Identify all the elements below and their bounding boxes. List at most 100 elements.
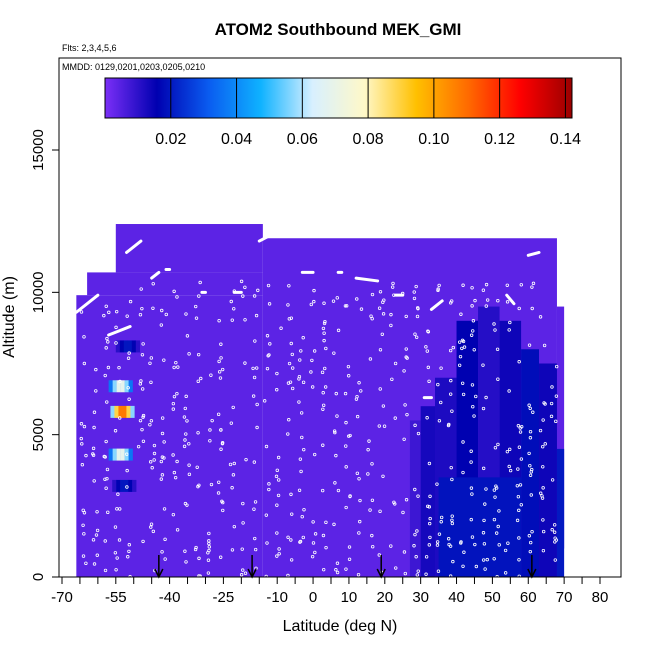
sample-marker xyxy=(496,442,500,447)
sample-marker xyxy=(141,539,145,544)
colorbar-bar xyxy=(104,77,573,119)
sample-marker xyxy=(367,439,371,443)
sample-marker xyxy=(106,340,110,344)
high-value-cell xyxy=(114,405,119,418)
field-block xyxy=(76,295,263,577)
sample-marker xyxy=(414,335,419,340)
sample-marker xyxy=(172,289,176,294)
sample-marker xyxy=(550,385,554,389)
sample-marker xyxy=(140,306,144,311)
high-value-cell xyxy=(131,340,136,353)
sample-marker xyxy=(117,365,121,370)
sample-marker xyxy=(230,318,234,322)
sample-marker xyxy=(391,281,395,286)
flight-arrow-head xyxy=(527,568,537,579)
sample-marker xyxy=(290,386,295,391)
sample-marker xyxy=(474,394,478,399)
sample-marker xyxy=(206,558,211,562)
sample-marker xyxy=(471,329,475,333)
sample-marker xyxy=(426,330,431,334)
sample-marker xyxy=(435,543,440,547)
sample-marker xyxy=(217,480,221,484)
sample-marker xyxy=(414,555,418,559)
sample-marker xyxy=(311,541,316,545)
sample-marker xyxy=(162,440,166,444)
high-value-cell xyxy=(127,340,132,353)
sample-marker xyxy=(80,463,85,467)
sample-marker xyxy=(428,494,432,499)
sample-marker xyxy=(344,304,349,308)
x-tick-label: -55 xyxy=(105,589,127,606)
sample-marker xyxy=(402,550,407,554)
sample-marker xyxy=(554,419,558,424)
x-tick-label: 30 xyxy=(412,589,429,606)
sample-marker xyxy=(332,429,337,433)
sample-marker xyxy=(208,428,212,432)
sample-marker xyxy=(149,525,153,529)
sample-marker xyxy=(265,366,270,371)
sample-marker xyxy=(355,471,360,476)
sample-marker xyxy=(267,302,272,306)
sample-marker xyxy=(357,531,361,535)
colorbar: 0.02 0.04 0.06 0.08 0.10 0.12 0.14 xyxy=(104,77,581,148)
sample-marker xyxy=(471,405,475,409)
sample-marker xyxy=(425,349,430,353)
sample-marker xyxy=(252,507,256,511)
y-axis: 0 5000 10000 15000 xyxy=(30,129,59,581)
sample-marker xyxy=(483,567,487,571)
sample-marker xyxy=(141,413,146,418)
sample-marker xyxy=(217,359,221,364)
sample-marker xyxy=(105,467,110,472)
sample-marker xyxy=(529,470,533,474)
sample-marker xyxy=(128,299,133,304)
sample-marker xyxy=(469,486,474,490)
sample-marker xyxy=(312,288,316,293)
sample-marker xyxy=(343,304,348,308)
sample-marker xyxy=(162,358,166,362)
sample-marker xyxy=(92,410,97,414)
sample-marker xyxy=(494,531,499,535)
sample-marker xyxy=(218,376,223,380)
sample-marker xyxy=(497,509,501,513)
sample-marker xyxy=(275,371,279,376)
sample-marker xyxy=(184,560,188,564)
sample-marker xyxy=(538,428,543,433)
sample-marker xyxy=(313,532,318,536)
sample-marker xyxy=(321,443,325,447)
sample-marker xyxy=(95,510,99,514)
sample-marker xyxy=(84,453,88,458)
sample-marker xyxy=(357,477,361,481)
sample-marker xyxy=(426,365,431,370)
sample-marker xyxy=(171,401,176,406)
sample-marker xyxy=(301,380,306,385)
sample-marker xyxy=(518,483,523,487)
sample-marker xyxy=(300,515,304,519)
sample-marker xyxy=(298,539,303,544)
sample-marker xyxy=(104,439,108,444)
sample-marker xyxy=(519,283,524,287)
sample-marker xyxy=(275,554,279,558)
sample-marker xyxy=(394,566,398,570)
sample-marker xyxy=(473,542,477,547)
sample-marker xyxy=(299,349,303,353)
sample-marker xyxy=(220,367,225,372)
sample-marker xyxy=(240,547,244,551)
sample-marker xyxy=(220,441,225,446)
sample-marker xyxy=(182,444,187,449)
sample-marker xyxy=(230,486,234,490)
sample-marker xyxy=(175,528,180,532)
sample-marker xyxy=(529,540,533,545)
sample-marker xyxy=(424,555,429,559)
sample-marker xyxy=(82,511,87,515)
sample-marker xyxy=(495,347,500,352)
sample-marker xyxy=(183,549,187,553)
sample-marker xyxy=(298,540,302,544)
sample-marker xyxy=(344,465,348,469)
sample-marker xyxy=(232,461,236,466)
sample-marker xyxy=(241,501,245,506)
sample-marker xyxy=(309,302,313,307)
sample-marker xyxy=(82,532,86,536)
sample-marker xyxy=(412,296,417,301)
sample-marker xyxy=(241,294,245,298)
sample-marker xyxy=(173,475,178,480)
